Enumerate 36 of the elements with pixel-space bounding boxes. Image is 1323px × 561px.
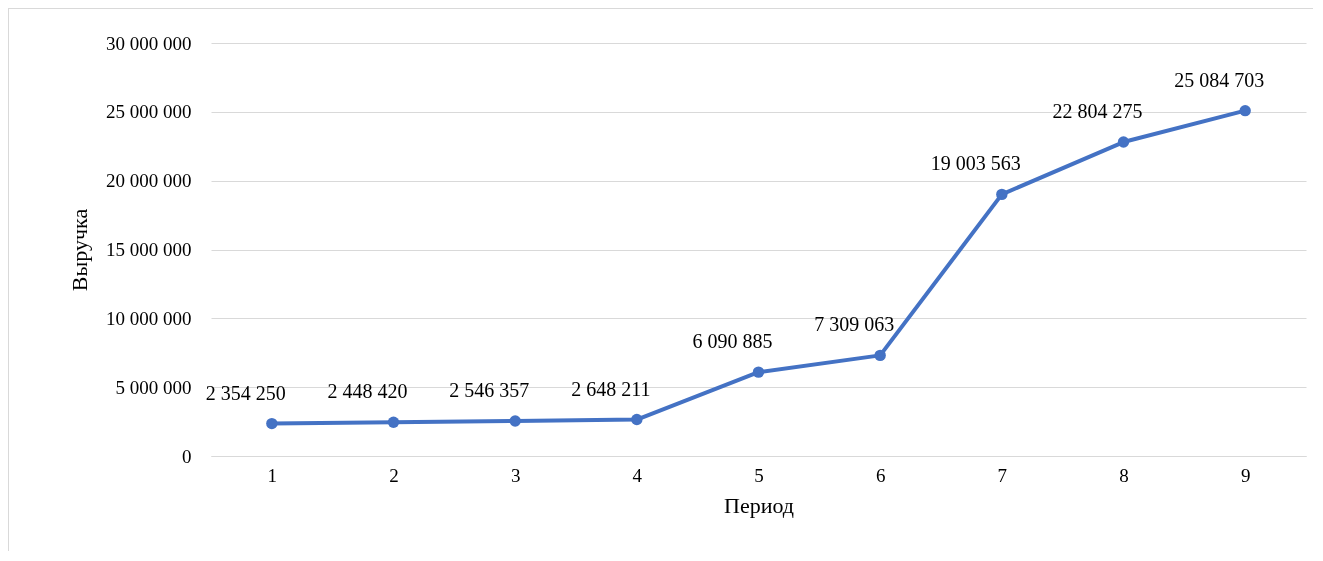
x-axis-title: Период [724, 492, 794, 518]
x-tick-label: 2 [389, 464, 399, 486]
y-tick-label: 25 000 000 [106, 101, 192, 123]
data-label: 7 309 063 [814, 313, 895, 336]
point [996, 188, 1008, 201]
data-label: 19 003 563 [930, 152, 1021, 175]
x-tick-label: 6 [875, 464, 886, 486]
y-tick-label: 0 [182, 445, 192, 467]
data-label: 2 546 357 [449, 378, 530, 401]
data-label: 6 090 885 [692, 330, 773, 353]
point [874, 349, 886, 362]
x-tick-label: 7 [997, 464, 1008, 486]
x-tick-label: 4 [632, 464, 643, 486]
y-axis-title: Выручка [67, 208, 92, 292]
data-label: 22 804 275 [1052, 100, 1143, 123]
x-tick-label: 8 [1119, 464, 1129, 486]
x-tick-label: 5 [754, 464, 764, 486]
data-label: 25 084 703 [1174, 68, 1265, 91]
point [509, 415, 521, 427]
point [1239, 104, 1251, 117]
point [752, 366, 765, 378]
point [631, 413, 643, 426]
point [387, 416, 400, 428]
x-tick-label: 3 [510, 464, 521, 486]
y-tick-label: 20 000 000 [106, 170, 192, 192]
x-tick-label: 1 [267, 464, 278, 486]
data-label: 2 448 420 [327, 380, 408, 403]
y-tick-label: 5 000 000 [115, 376, 192, 398]
y-tick-label: 30 000 000 [106, 32, 192, 54]
point [1117, 136, 1130, 148]
data-label: 2 354 250 [205, 381, 286, 404]
y-tick-label: 15 000 000 [106, 239, 192, 260]
point [266, 417, 278, 430]
x-tick-label: 9 [1240, 464, 1251, 486]
data-label: 2 648 211 [571, 377, 651, 400]
y-tick-label: 10 000 000 [106, 307, 192, 329]
